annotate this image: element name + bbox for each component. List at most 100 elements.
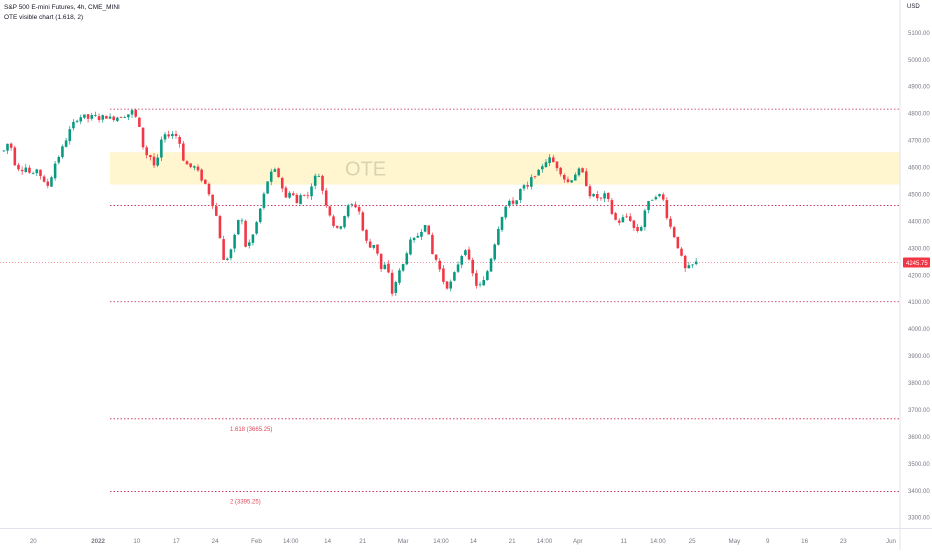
candle-body[interactable] <box>145 147 148 156</box>
candle-body[interactable] <box>669 218 672 227</box>
candle-body[interactable] <box>6 143 9 151</box>
candle-body[interactable] <box>72 121 75 129</box>
candle-body[interactable] <box>581 168 584 173</box>
candle-body[interactable] <box>628 216 632 221</box>
last-price-badge[interactable] <box>903 257 930 268</box>
candle-body[interactable] <box>9 143 13 148</box>
candle-body[interactable] <box>552 157 555 163</box>
candle-body[interactable] <box>636 227 639 232</box>
candle-body[interactable] <box>310 186 313 197</box>
candle-body[interactable] <box>171 133 174 137</box>
candle-body[interactable] <box>643 210 647 228</box>
candle-body[interactable] <box>90 115 94 119</box>
candle-body[interactable] <box>233 234 236 249</box>
candle-body[interactable] <box>53 163 57 179</box>
candle-body[interactable] <box>625 216 628 218</box>
candle-body[interactable] <box>541 166 544 170</box>
candle-body[interactable] <box>497 228 500 245</box>
candle-body[interactable] <box>434 254 438 260</box>
candle-body[interactable] <box>486 271 489 281</box>
candle-body[interactable] <box>339 226 343 229</box>
candle-body[interactable] <box>482 280 485 286</box>
candle-body[interactable] <box>222 239 225 260</box>
candle-body[interactable] <box>211 194 214 207</box>
candle-body[interactable] <box>548 157 551 163</box>
candle-body[interactable] <box>182 143 185 161</box>
candle-body[interactable] <box>273 169 277 172</box>
candle-body[interactable] <box>229 249 233 259</box>
candle-body[interactable] <box>478 284 482 286</box>
candle-body[interactable] <box>258 208 262 223</box>
candle-body[interactable] <box>236 219 240 235</box>
candle-body[interactable] <box>247 242 251 246</box>
candle-body[interactable] <box>687 265 691 269</box>
candle-body[interactable] <box>200 169 203 181</box>
candle-body[interactable] <box>123 117 126 119</box>
candle-body[interactable] <box>134 109 137 117</box>
candle-body[interactable] <box>116 117 119 121</box>
candle-body[interactable] <box>522 185 526 189</box>
candle-body[interactable] <box>537 169 540 176</box>
candle-body[interactable] <box>610 200 614 214</box>
candle-body[interactable] <box>2 150 6 152</box>
candle-body[interactable] <box>215 206 218 216</box>
candle-body[interactable] <box>57 156 61 163</box>
candle-body[interactable] <box>138 117 141 127</box>
candle-body[interactable] <box>515 200 518 205</box>
candle-body[interactable] <box>101 115 105 120</box>
candle-body[interactable] <box>519 188 522 201</box>
candle-body[interactable] <box>387 263 390 273</box>
candle-body[interactable] <box>614 213 617 220</box>
candle-body[interactable] <box>508 200 511 206</box>
candle-body[interactable] <box>453 272 456 281</box>
candle-body[interactable] <box>617 220 621 223</box>
candle-body[interactable] <box>449 281 453 289</box>
candle-body[interactable] <box>361 212 365 231</box>
symbol-title[interactable]: S&P 500 E-mini Futures, 4h, CME_MINI <box>4 4 120 11</box>
candle-body[interactable] <box>108 116 112 119</box>
candle-body[interactable] <box>647 200 650 211</box>
candle-body[interactable] <box>365 229 368 241</box>
candle-body[interactable] <box>284 187 288 198</box>
candle-body[interactable] <box>570 180 573 183</box>
candle-body[interactable] <box>423 224 427 232</box>
candle-body[interactable] <box>420 231 423 237</box>
candle-body[interactable] <box>42 176 46 182</box>
candle-body[interactable] <box>500 217 504 230</box>
candle-body[interactable] <box>335 225 339 228</box>
candle-body[interactable] <box>445 281 449 289</box>
time-axis[interactable]: 20 2022 10 17 24 Feb 14:00 14 21 Mar 14:00 14 21 14:0… <box>0 528 932 546</box>
candle-body[interactable] <box>251 234 255 243</box>
candle-body[interactable] <box>196 166 200 171</box>
candle-body[interactable] <box>262 193 266 208</box>
candle-body[interactable] <box>149 155 152 158</box>
candle-body[interactable] <box>163 134 167 140</box>
candle-body[interactable] <box>530 177 533 187</box>
candle-body[interactable] <box>526 185 529 187</box>
candle-body[interactable] <box>672 227 676 238</box>
candle-body[interactable] <box>372 244 376 248</box>
candle-body[interactable] <box>555 161 559 169</box>
candle-body[interactable] <box>50 177 53 187</box>
candle-body[interactable] <box>226 258 229 260</box>
price-axis[interactable]: 5100.00 5000.00 4900.00 4800.00 4700.00 4600.… <box>899 0 932 550</box>
candle-body[interactable] <box>691 264 694 266</box>
candle-body[interactable] <box>75 120 79 122</box>
candle-body[interactable] <box>328 206 332 216</box>
candle-body[interactable] <box>357 206 361 212</box>
candle-body[interactable] <box>97 116 101 120</box>
candle-body[interactable] <box>442 268 445 282</box>
candle-body[interactable] <box>559 167 562 175</box>
candle-body[interactable] <box>193 166 196 168</box>
candle-body[interactable] <box>152 156 156 166</box>
candle-body[interactable] <box>68 129 72 141</box>
candle-body[interactable] <box>599 197 603 199</box>
candle-body[interactable] <box>504 206 507 218</box>
candle-body[interactable] <box>324 190 328 206</box>
candle-body[interactable] <box>398 270 401 283</box>
candle-body[interactable] <box>665 200 669 219</box>
candle-body[interactable] <box>471 259 474 274</box>
candle-body[interactable] <box>24 167 28 173</box>
candle-body[interactable] <box>489 258 493 272</box>
